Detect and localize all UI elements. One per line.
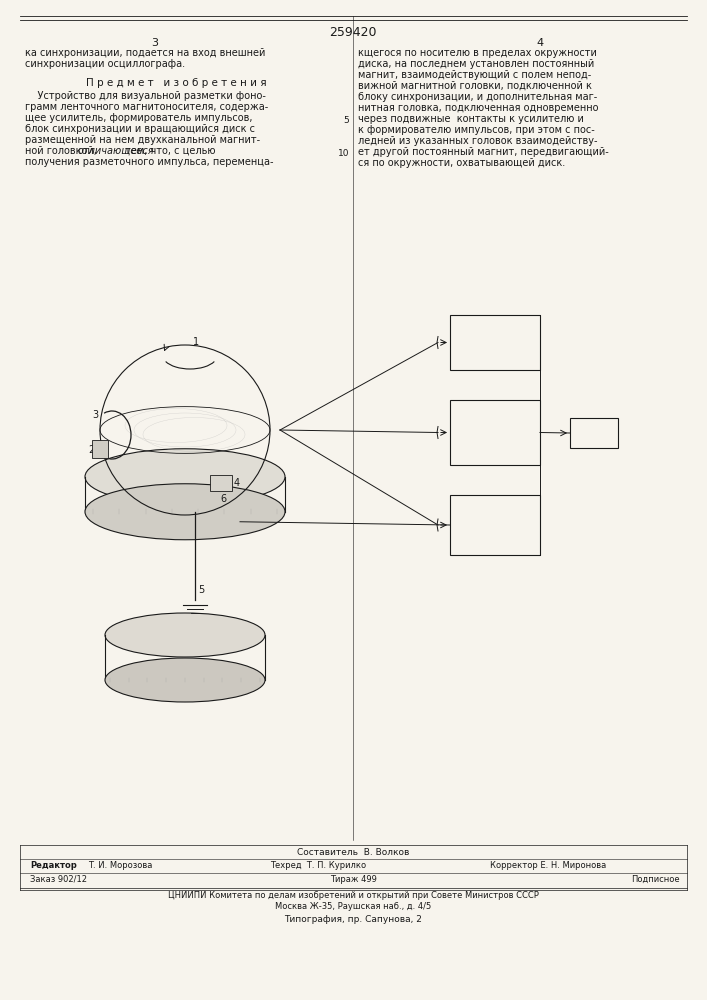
Text: ка синхронизации, подается на вход внешней: ка синхронизации, подается на вход внешн… <box>25 48 265 58</box>
Text: ной головкой,: ной головкой, <box>25 146 100 156</box>
Text: 4: 4 <box>537 38 544 48</box>
Text: Тираж 499: Тираж 499 <box>329 875 376 884</box>
Text: 10: 10 <box>337 149 349 158</box>
Text: щее усилитель, формирователь импульсов,: щее усилитель, формирователь импульсов, <box>25 113 252 123</box>
Bar <box>570 418 618 448</box>
Ellipse shape <box>85 449 285 505</box>
Text: ледней из указанных головок взаимодейству-: ледней из указанных головок взаимодейств… <box>358 136 597 146</box>
Text: диска, на последнем установлен постоянный: диска, на последнем установлен постоянны… <box>358 59 595 69</box>
Text: 259420: 259420 <box>329 26 377 39</box>
Text: 8: 8 <box>491 426 499 439</box>
Text: Москва Ж-35, Раушская наб., д. 4/5: Москва Ж-35, Раушская наб., д. 4/5 <box>275 902 431 911</box>
Text: 6: 6 <box>220 494 226 504</box>
Text: 1: 1 <box>193 337 199 347</box>
Bar <box>450 495 540 555</box>
Text: 5: 5 <box>344 116 349 125</box>
Text: блок синхронизации и вращающийся диск с: блок синхронизации и вращающийся диск с <box>25 124 255 134</box>
Text: Заказ 902/12: Заказ 902/12 <box>30 875 87 884</box>
Text: ЦНИИПИ Комитета по делам изобретений и открытий при Совете Министров СССР: ЦНИИПИ Комитета по делам изобретений и о… <box>168 891 539 900</box>
Text: Составитель  В. Волков: Составитель В. Волков <box>297 848 409 857</box>
Text: вижной магнитной головки, подключенной к: вижной магнитной головки, подключенной к <box>358 81 592 91</box>
Text: блоку синхронизации, и дополнительная маг-: блоку синхронизации, и дополнительная ма… <box>358 92 597 102</box>
Text: отличающееся: отличающееся <box>77 146 153 156</box>
Text: Т. И. Морозова: Т. И. Морозова <box>88 861 153 870</box>
Text: кщегося по носителю в пределах окружности: кщегося по носителю в пределах окружност… <box>358 48 597 58</box>
Text: Подписное: Подписное <box>631 875 680 884</box>
Text: 7: 7 <box>491 336 499 349</box>
Text: 3: 3 <box>92 410 98 420</box>
Ellipse shape <box>105 658 265 702</box>
Text: синхронизации осциллографа.: синхронизации осциллографа. <box>25 59 185 69</box>
Text: магнит, взаимодействующий с полем непод-: магнит, взаимодействующий с полем непод- <box>358 70 591 80</box>
Bar <box>92 440 108 458</box>
Text: нитная головка, подключенная одновременно: нитная головка, подключенная одновременн… <box>358 103 599 113</box>
Text: ет другой постоянный магнит, передвигающий-: ет другой постоянный магнит, передвигающ… <box>358 147 609 157</box>
Text: тем, что, с целью: тем, что, с целью <box>122 146 215 156</box>
Text: 10: 10 <box>588 428 600 438</box>
Text: Типография, пр. Сапунова, 2: Типография, пр. Сапунова, 2 <box>284 915 422 924</box>
Text: Техред  Т. П. Курилко: Техред Т. П. Курилко <box>270 861 366 870</box>
Text: ся по окружности, охватывающей диск.: ся по окружности, охватывающей диск. <box>358 158 566 168</box>
Text: 5: 5 <box>198 585 204 595</box>
Text: к формирователю импульсов, при этом с пос-: к формирователю импульсов, при этом с по… <box>358 125 595 135</box>
Text: Редактор: Редактор <box>30 861 77 870</box>
Text: размещенной на нем двухканальной магнит-: размещенной на нем двухканальной магнит- <box>25 135 260 145</box>
Ellipse shape <box>105 613 265 657</box>
Text: 3: 3 <box>151 38 158 48</box>
Text: 9: 9 <box>491 518 499 532</box>
Text: П р е д м е т   и з о б р е т е н и я: П р е д м е т и з о б р е т е н и я <box>86 78 267 88</box>
Bar <box>450 315 540 370</box>
Text: грамм ленточного магнитоносителя, содержа-: грамм ленточного магнитоносителя, содерж… <box>25 102 268 112</box>
Text: Устройство для визуальной разметки фоно-: Устройство для визуальной разметки фоно- <box>25 91 266 101</box>
Text: через подвижные  контакты к усилителю и: через подвижные контакты к усилителю и <box>358 114 584 124</box>
Ellipse shape <box>85 484 285 540</box>
Text: получения разметочного импульса, переменца-: получения разметочного импульса, перемен… <box>25 157 274 167</box>
Text: 4: 4 <box>234 478 240 488</box>
Bar <box>210 475 232 491</box>
Bar <box>450 400 540 465</box>
Text: 2: 2 <box>88 445 94 455</box>
Text: Корректор Е. Н. Миронова: Корректор Е. Н. Миронова <box>490 861 606 870</box>
